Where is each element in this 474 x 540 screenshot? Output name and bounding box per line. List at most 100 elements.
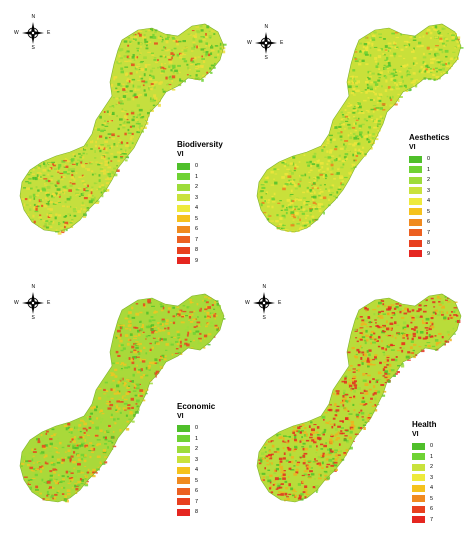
legend-item: 2 [409,175,449,186]
legend-swatch [409,197,422,205]
legend-item: 8 [177,507,215,518]
compass-s-label: S [31,315,35,321]
legend-label: 7 [195,236,199,243]
legend-label: 6 [195,488,199,495]
legend-swatch [177,236,190,244]
legend-subtitle: VI [409,144,416,151]
map-biodiversity [19,23,227,235]
legend-label: 1 [427,166,431,173]
legend-item: 7 [412,515,436,526]
legend-swatch [177,183,190,191]
compass-n-label: N [31,284,36,290]
legend-label: 6 [427,219,431,226]
legend-swatch [177,477,190,485]
compass-s-label: S [31,45,35,51]
map-texture [21,24,227,235]
map-health [256,293,462,503]
legend-item: 2 [177,182,223,193]
legend-label: 7 [195,498,199,505]
legend-item: 9 [177,256,223,267]
legend-title: Health [412,420,437,429]
legend-item: 5 [409,207,449,218]
legend-item: 4 [409,196,449,207]
legend-item: 5 [177,214,223,225]
legend-item: 8 [177,245,223,256]
legend-label: 1 [195,173,199,180]
legend-swatch [177,246,190,254]
legend-label: 2 [195,446,199,453]
map-boundary [19,293,225,503]
legend-title: Aesthetics [409,133,450,142]
legend-health: Health VI 0 1 2 3 4 5 6 7 [412,420,436,525]
legend-label: 2 [430,464,434,471]
compass-rose: N S W E [14,15,51,51]
legend-swatch [412,474,425,482]
legend-biodiversity: Biodiversity VI 0 1 2 3 4 5 6 7 8 9 [177,140,223,266]
map-boundary [256,23,462,233]
legend-swatch [177,215,190,223]
legend-label: 1 [430,453,434,460]
legend-label: 7 [430,516,434,523]
legend-label: 0 [430,443,434,450]
legend-label: 9 [427,250,431,257]
legend-swatch [412,442,425,450]
legend-swatch [177,456,190,464]
legend-item: 0 [412,441,436,452]
legend-swatch [409,187,422,195]
legend-aesthetics: Aesthetics VI 0 1 2 3 4 5 6 7 8 9 [409,133,449,259]
legend-label: 3 [430,474,434,481]
legend-swatch [409,166,422,174]
legend-item: 1 [412,452,436,463]
legend-swatch [177,225,190,233]
legend-swatch [177,498,190,506]
legend-label: 4 [427,198,431,205]
legend-swatch [412,495,425,503]
legend-label: 1 [195,435,199,442]
legend-subtitle: VI [412,431,419,438]
legend-item: 3 [177,193,223,204]
legend-swatch [409,176,422,184]
legend-swatch [409,239,422,247]
map-boundary [256,293,462,503]
legend-swatch [412,453,425,461]
panel-economic: N S W E Economic VI 0 1 2 3 4 5 6 7 8 [0,270,237,540]
map-texture [258,295,461,502]
legend-item: 2 [177,444,215,455]
legend-title: Biodiversity [177,140,223,149]
legend-item: 5 [177,476,215,487]
legend-item: 3 [412,473,436,484]
legend-label: 4 [195,205,199,212]
compass-w-label: W [245,299,250,306]
legend-swatch [177,194,190,202]
legend-swatch [177,204,190,212]
legend-label: 9 [195,257,199,264]
legend-swatch [177,162,190,170]
legend-swatch [177,257,190,265]
legend-label: 7 [427,229,431,236]
compass-icon [22,292,44,314]
legend-item: 7 [409,228,449,239]
legend-swatch [409,155,422,163]
compass-icon [255,32,277,54]
legend-item: 8 [409,238,449,249]
compass-n-label: N [264,24,269,30]
map-economic [19,293,226,503]
legend-label: 5 [427,208,431,215]
legend-item: 5 [412,494,436,505]
legend-label: 4 [195,467,199,474]
map-texture [21,296,226,503]
legend-swatch [409,208,422,216]
legend-label: 3 [427,187,431,194]
compass-icon [253,292,275,314]
legend-item: 6 [177,486,215,497]
legend-item: 0 [177,423,215,434]
legend-item: 4 [412,483,436,494]
compass-rose: N S W E [14,284,50,321]
legend-label: 4 [430,485,434,492]
legend-subtitle: VI [177,413,184,420]
legend-economic: Economic VI 0 1 2 3 4 5 6 7 8 [177,402,215,518]
compass-e-label: E [47,29,51,36]
legend-label: 5 [195,215,199,222]
panel-health: N S W E Health VI 0 1 2 3 4 5 6 7 [237,270,474,540]
legend-swatch [177,466,190,474]
